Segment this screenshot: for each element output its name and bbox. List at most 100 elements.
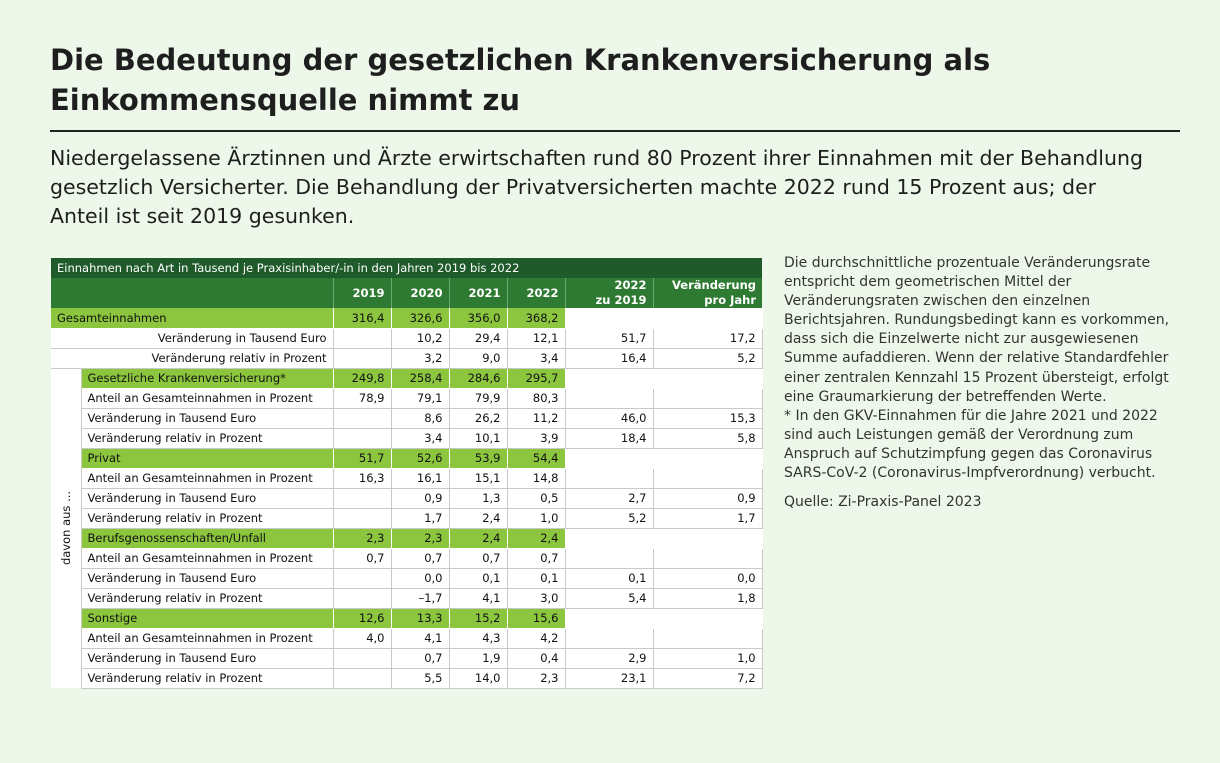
table-caption: Einnahmen nach Art in Tausend je Praxisi… xyxy=(51,258,763,278)
value-cell: 54,4 xyxy=(507,448,566,469)
value-cell: 15,3 xyxy=(653,408,763,429)
methodology-note: Die durchschnittliche prozentuale Veränd… xyxy=(784,254,1189,512)
group-sub-row: Veränderung relativ in Prozent –1,7 4,1 3,0… xyxy=(51,588,763,609)
row-label: Anteil an Gesamteinnahmen in Prozent xyxy=(81,548,334,569)
value-cell: 2,3 xyxy=(391,528,450,549)
value-cell: 4,2 xyxy=(507,628,566,649)
value-cell xyxy=(565,308,654,329)
value-cell: 356,0 xyxy=(449,308,508,329)
value-cell xyxy=(565,368,654,389)
value-cell: 3,2 xyxy=(391,348,450,369)
value-cell: 5,2 xyxy=(653,348,763,369)
value-cell: 14,0 xyxy=(449,668,508,689)
column-header: 2020 xyxy=(391,278,450,308)
value-cell xyxy=(333,488,392,509)
group-row: davon aus ... Gesetzliche Krankenversiche… xyxy=(51,368,763,688)
column-header: 2022 zu 2019 xyxy=(565,278,654,308)
table-header-row: 2019 2020 2021 2022 2022 zu 2019 Veränderung pr… xyxy=(51,278,763,308)
value-cell: 1,0 xyxy=(507,508,566,529)
value-cell: 4,0 xyxy=(333,628,392,649)
value-cell: 326,6 xyxy=(391,308,450,329)
value-cell: 4,3 xyxy=(449,628,508,649)
value-cell: 0,4 xyxy=(507,648,566,669)
value-cell xyxy=(333,588,392,609)
value-cell: 12,6 xyxy=(333,608,392,629)
value-cell: 51,7 xyxy=(333,448,392,469)
group-sub-row: Veränderung in Tausend Euro 8,6 26,2 11,2 46… xyxy=(51,408,763,429)
value-cell: 16,1 xyxy=(391,468,450,489)
group-label: Privat xyxy=(81,448,334,469)
value-cell xyxy=(565,388,654,409)
value-cell: 12,1 xyxy=(507,328,566,349)
value-cell xyxy=(333,568,392,589)
value-cell: 5,4 xyxy=(565,588,654,609)
row-label: Anteil an Gesamteinnahmen in Prozent xyxy=(81,468,334,489)
value-cell: 29,4 xyxy=(449,328,508,349)
value-cell xyxy=(565,548,654,569)
value-cell: 78,9 xyxy=(333,388,392,409)
income-table: Einnahmen nach Art in Tausend je Praxisi… xyxy=(51,258,763,689)
value-cell: 5,8 xyxy=(653,428,763,449)
note-text: Die durchschnittliche prozentuale Veränd… xyxy=(784,255,1170,405)
group-row: Berufsgenossenschaften/Unfall 2,3 2,3 2,4 2,… xyxy=(51,528,763,549)
value-cell: 79,1 xyxy=(391,388,450,409)
value-cell: 5,5 xyxy=(391,668,450,689)
row-label: Veränderung in Tausend Euro xyxy=(81,648,334,669)
value-cell: 368,2 xyxy=(507,308,566,329)
value-cell: 4,1 xyxy=(449,588,508,609)
value-cell xyxy=(653,468,763,489)
row-label: Veränderung in Tausend Euro xyxy=(81,568,334,589)
total-label: Gesamteinnahmen xyxy=(51,308,334,329)
group-sub-row: Anteil an Gesamteinnahmen in Prozent 16,3… xyxy=(51,468,763,489)
value-cell: 2,9 xyxy=(565,648,654,669)
value-cell: 2,4 xyxy=(449,508,508,529)
column-header: 2022 xyxy=(507,278,566,308)
group-sub-row: Anteil an Gesamteinnahmen in Prozent 0,7 0… xyxy=(51,548,763,569)
row-label: Veränderung relativ in Prozent xyxy=(81,428,334,449)
value-cell xyxy=(565,528,654,549)
group-sub-row: Anteil an Gesamteinnahmen in Prozent 4,0 4… xyxy=(51,628,763,649)
table-caption-row: Einnahmen nach Art in Tausend je Praxisi… xyxy=(51,258,763,278)
value-cell: 79,9 xyxy=(449,388,508,409)
value-cell xyxy=(653,388,763,409)
value-cell: 16,4 xyxy=(565,348,654,369)
value-cell: 316,4 xyxy=(333,308,392,329)
value-cell: 15,1 xyxy=(449,468,508,489)
value-cell: 284,6 xyxy=(449,368,508,389)
total-sub-row: Veränderung relativ in Prozent 3,2 9,0 3,4 1… xyxy=(51,348,763,369)
value-cell: 15,2 xyxy=(449,608,508,629)
value-cell: 4,1 xyxy=(391,628,450,649)
value-cell: 18,4 xyxy=(565,428,654,449)
value-cell xyxy=(653,448,763,469)
value-cell: 2,4 xyxy=(507,528,566,549)
value-cell: 1,8 xyxy=(653,588,763,609)
value-cell: 3,4 xyxy=(391,428,450,449)
value-cell: 249,8 xyxy=(333,368,392,389)
value-cell: 1,3 xyxy=(449,488,508,509)
value-cell: 1,7 xyxy=(391,508,450,529)
value-cell xyxy=(333,348,392,369)
column-header-line: zu 2019 xyxy=(595,293,647,307)
value-cell: 0,1 xyxy=(507,568,566,589)
value-cell xyxy=(653,308,763,329)
page-title: Die Bedeutung der gesetzlichen Krankenve… xyxy=(50,43,991,117)
value-cell xyxy=(333,648,392,669)
group-row: Sonstige 12,6 13,3 15,2 15,6 xyxy=(51,608,763,629)
group-label: Gesetzliche Krankenversicherung* xyxy=(81,368,334,389)
value-cell: 2,4 xyxy=(449,528,508,549)
value-cell: 295,7 xyxy=(507,368,566,389)
group-sub-row: Veränderung relativ in Prozent 3,4 10,1 3,9… xyxy=(51,428,763,449)
value-cell: 3,9 xyxy=(507,428,566,449)
value-cell xyxy=(333,428,392,449)
column-header-line: 2022 xyxy=(614,278,647,292)
group-sub-row: Veränderung in Tausend Euro 0,0 0,1 0,1 0,1 0… xyxy=(51,568,763,589)
row-label: Veränderung in Tausend Euro xyxy=(51,328,334,349)
value-cell: 0,7 xyxy=(391,548,450,569)
group-label: Sonstige xyxy=(81,608,334,629)
value-cell xyxy=(653,368,763,389)
value-cell xyxy=(565,448,654,469)
value-cell: 52,6 xyxy=(391,448,450,469)
value-cell: 5,2 xyxy=(565,508,654,529)
group-label: Berufsgenossenschaften/Unfall xyxy=(81,528,334,549)
value-cell: 23,1 xyxy=(565,668,654,689)
